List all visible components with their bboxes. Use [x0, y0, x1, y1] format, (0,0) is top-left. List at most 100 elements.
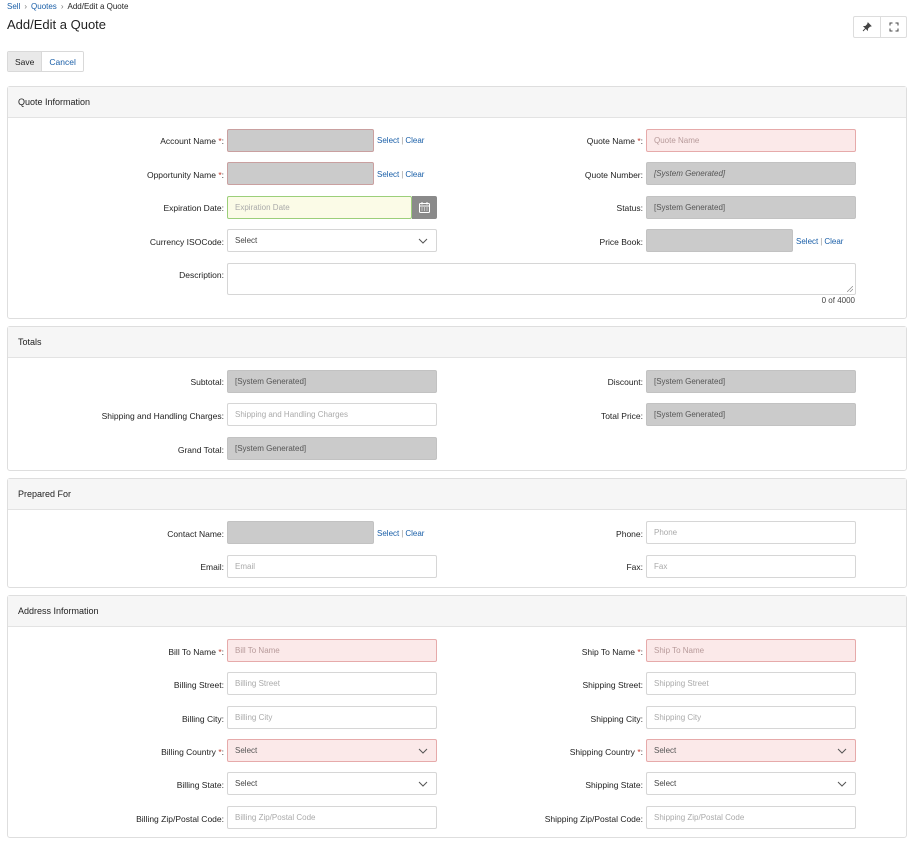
description-textarea[interactable] — [227, 263, 856, 295]
shipping-handling-input[interactable]: Shipping and Handling Charges — [227, 403, 437, 426]
totals-section: Totals Subtotal: [System Generated] Ship… — [7, 326, 907, 471]
email-input[interactable]: Email — [227, 555, 437, 578]
currency-label: Currency ISOCode: — [149, 237, 224, 247]
save-button[interactable]: Save — [8, 52, 42, 71]
select-link[interactable]: Select — [377, 529, 400, 538]
quote-name-input[interactable]: Quote Name — [646, 129, 856, 152]
opportunity-name-field[interactable] — [227, 162, 374, 185]
page-title: Add/Edit a Quote — [7, 17, 107, 32]
section-title: Address Information — [8, 596, 906, 627]
shipping-state-label: Shipping State: — [585, 780, 643, 790]
expiration-date-input[interactable]: Expiration Date — [227, 196, 412, 219]
breadcrumb: Sell › Quotes › Add/Edit a Quote — [7, 2, 128, 11]
shipping-country-label: Shipping Country *: — [569, 747, 643, 757]
billing-city-label: Billing City: — [181, 714, 224, 724]
cancel-button[interactable]: Cancel — [41, 52, 83, 71]
billing-country-select[interactable]: Select — [227, 739, 437, 762]
expand-icon[interactable] — [880, 17, 906, 37]
contact-name-label: Contact Name: — [167, 529, 224, 539]
shipping-country-select[interactable]: Select — [646, 739, 856, 762]
billing-zip-label: Billing Zip/Postal Code: — [136, 814, 224, 824]
quote-number-field: [System Generated] — [646, 162, 856, 185]
clear-link[interactable]: Clear — [824, 237, 844, 246]
total-price-field: [System Generated] — [646, 403, 856, 426]
chevron-right-icon: › — [24, 2, 28, 11]
billing-city-input[interactable]: Billing City — [227, 706, 437, 729]
status-label: Status: — [616, 203, 643, 213]
total-price-label: Total Price: — [600, 411, 643, 421]
status-field: [System Generated] — [646, 196, 856, 219]
quote-number-label: Quote Number: — [584, 170, 643, 180]
billing-street-label: Billing Street: — [173, 680, 224, 690]
bill-to-name-input[interactable]: Bill To Name — [227, 639, 437, 662]
description-label: Description: — [179, 270, 224, 280]
shipping-street-input[interactable]: Shipping Street — [646, 672, 856, 695]
clear-link[interactable]: Clear — [405, 170, 425, 179]
clear-link[interactable]: Clear — [405, 136, 425, 145]
breadcrumb-sell[interactable]: Sell — [7, 2, 21, 11]
shipping-city-input[interactable]: Shipping City — [646, 706, 856, 729]
opportunity-name-lookup-links: Select | Clear — [377, 170, 425, 179]
chevron-down-icon — [837, 748, 847, 754]
account-name-field[interactable] — [227, 129, 374, 152]
shipping-zip-input[interactable]: Shipping Zip/Postal Code — [646, 806, 856, 829]
chevron-down-icon — [418, 238, 428, 244]
chevron-down-icon — [418, 781, 428, 787]
fax-input[interactable]: Fax — [646, 555, 856, 578]
price-book-label: Price Book: — [599, 237, 643, 247]
quote-information-section: Quote Information Account Name *: Select… — [7, 86, 907, 319]
billing-country-label: Billing Country *: — [161, 747, 224, 757]
price-book-lookup-links: Select | Clear — [796, 237, 844, 246]
billing-state-select[interactable]: Select — [227, 772, 437, 795]
bill-to-name-label: Bill To Name *: — [168, 647, 224, 657]
opportunity-name-label: Opportunity Name *: — [146, 170, 224, 180]
expiration-date-label: Expiration Date: — [163, 203, 224, 213]
chevron-down-icon — [837, 781, 847, 787]
subtotal-field: [System Generated] — [227, 370, 437, 393]
address-information-section: Address Information Bill To Name *: Bill… — [7, 595, 907, 838]
shipping-city-label: Shipping City: — [590, 714, 643, 724]
breadcrumb-quotes[interactable]: Quotes — [31, 2, 57, 11]
section-title: Prepared For — [8, 479, 906, 510]
contact-name-lookup-links: Select | Clear — [377, 529, 425, 538]
top-icon-group — [853, 16, 907, 38]
phone-label: Phone: — [616, 529, 643, 539]
chevron-right-icon: › — [60, 2, 64, 11]
shipping-street-label: Shipping Street: — [582, 680, 643, 690]
action-bar: Save Cancel — [7, 51, 84, 72]
ship-to-name-label: Ship To Name *: — [581, 647, 643, 657]
price-book-field[interactable] — [646, 229, 793, 252]
account-name-label: Account Name *: — [160, 136, 224, 146]
chevron-down-icon — [418, 748, 428, 754]
discount-field: [System Generated] — [646, 370, 856, 393]
resize-grip-icon — [847, 286, 853, 292]
account-name-lookup-links: Select | Clear — [377, 136, 425, 145]
pin-icon[interactable] — [854, 17, 880, 37]
select-link[interactable]: Select — [377, 170, 400, 179]
billing-street-input[interactable]: Billing Street — [227, 672, 437, 695]
phone-input[interactable]: Phone — [646, 521, 856, 544]
email-label: Email: — [200, 562, 224, 572]
fax-label: Fax: — [626, 562, 643, 572]
billing-state-label: Billing State: — [176, 780, 224, 790]
grand-total-label: Grand Total: — [177, 445, 224, 455]
prepared-for-section: Prepared For Contact Name: Select | Clear … — [7, 478, 907, 588]
quote-name-label: Quote Name *: — [586, 136, 643, 146]
clear-link[interactable]: Clear — [405, 529, 425, 538]
shipping-handling-label: Shipping and Handling Charges: — [101, 411, 224, 421]
billing-zip-input[interactable]: Billing Zip/Postal Code — [227, 806, 437, 829]
calendar-icon[interactable] — [412, 196, 437, 219]
breadcrumb-current: Add/Edit a Quote — [67, 2, 129, 11]
section-title: Quote Information — [8, 87, 906, 118]
discount-label: Discount: — [607, 377, 643, 387]
section-title: Totals — [8, 327, 906, 358]
shipping-state-select[interactable]: Select — [646, 772, 856, 795]
description-counter: 0 of 4000 — [821, 296, 855, 305]
shipping-zip-label: Shipping Zip/Postal Code: — [544, 814, 643, 824]
grand-total-field: [System Generated] — [227, 437, 437, 460]
ship-to-name-input[interactable]: Ship To Name — [646, 639, 856, 662]
contact-name-field[interactable] — [227, 521, 374, 544]
select-link[interactable]: Select — [377, 136, 400, 145]
select-link[interactable]: Select — [796, 237, 819, 246]
currency-select[interactable]: Select — [227, 229, 437, 252]
